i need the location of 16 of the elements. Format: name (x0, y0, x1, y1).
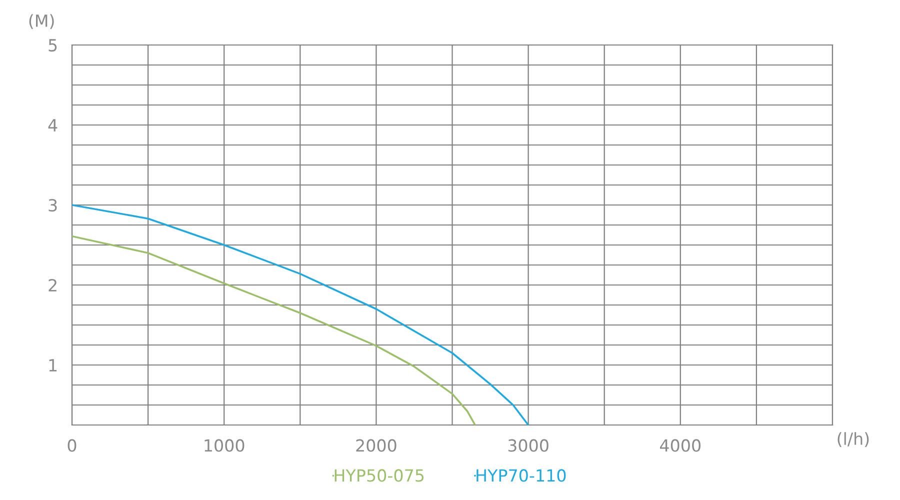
x-tick-label: 3000 (508, 439, 548, 452)
y-axis-title: (M) (29, 14, 54, 29)
x-tick-label: 2000 (356, 439, 396, 452)
y-tick-label: 3 (48, 198, 57, 212)
x-axis-title: (l/h) (838, 432, 869, 447)
line-series (72, 235, 476, 425)
y-tick-label: 5 (48, 39, 57, 52)
x-tick-label: 1000 (204, 439, 244, 452)
x-tick-label: 4000 (660, 439, 700, 452)
line-series (72, 204, 530, 425)
legend-label: HYP70-110 (476, 469, 566, 482)
y-tick-label: 2 (48, 278, 56, 292)
x-tick-label: 0 (68, 439, 76, 452)
y-tick-label: 4 (48, 119, 58, 132)
y-tick-label: 1 (49, 359, 57, 372)
legend-label: HYP50-075 (334, 469, 424, 482)
